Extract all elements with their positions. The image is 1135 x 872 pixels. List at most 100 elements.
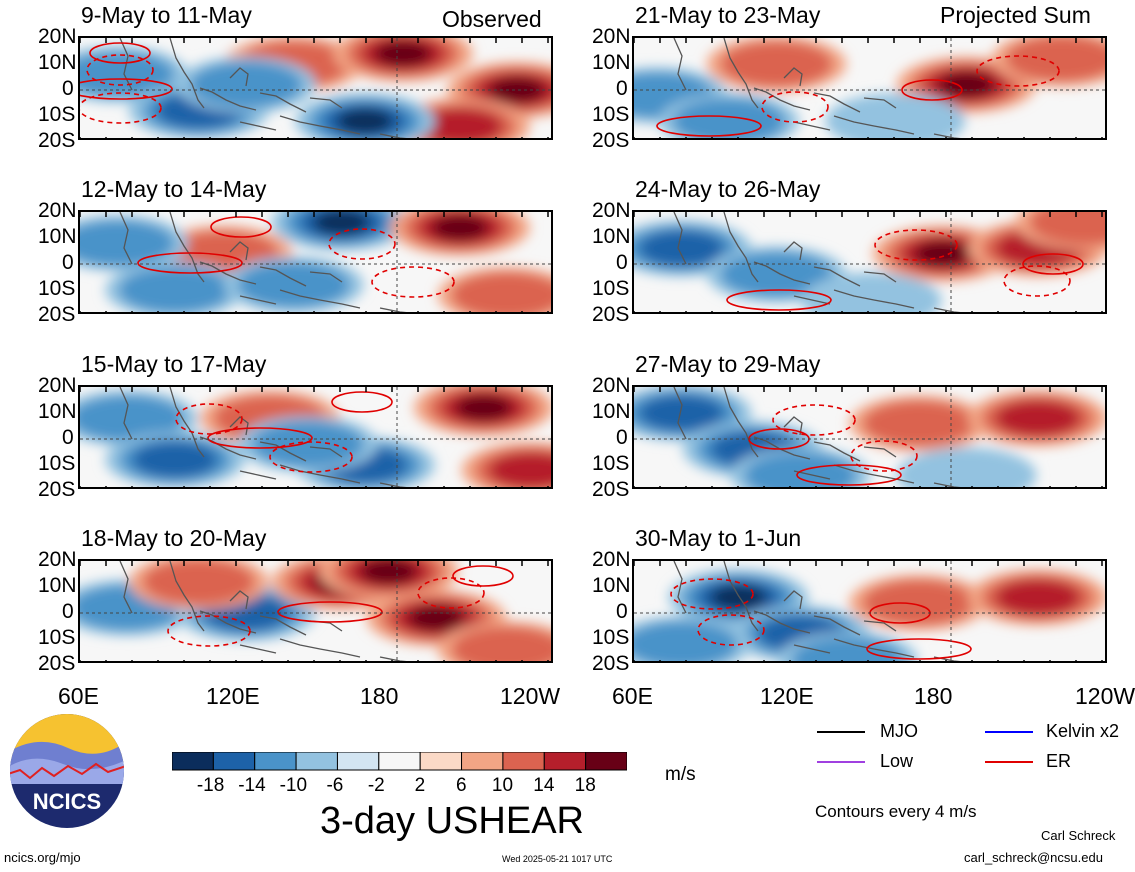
coastline-segment: [259, 266, 307, 287]
lat-label: 20N: [38, 199, 77, 222]
lat-label: 10N: [38, 574, 77, 597]
er-contours: [167, 565, 514, 647]
er-contour: [656, 115, 762, 137]
lat-label: 20N: [38, 548, 77, 571]
colorbar-swatch: [295, 752, 338, 771]
er-contour: [976, 55, 1060, 87]
lat-label: 10N: [592, 51, 631, 74]
coastline-segment: [813, 92, 861, 113]
coastline-segment: [309, 97, 343, 109]
shear-map-panel: [78, 36, 553, 140]
axis-ticks: [634, 561, 1103, 661]
lon-label-60e-right: 60E: [612, 683, 653, 709]
lat-label: 20S: [38, 478, 76, 501]
er-contour: [726, 289, 832, 311]
shading-blob: [720, 41, 833, 87]
map-field: [634, 212, 1105, 312]
colorbar-tick-label: -10: [279, 775, 308, 796]
coastline-segment: [239, 295, 277, 305]
lat-label: 10N: [592, 574, 631, 597]
shading-blob: [995, 579, 1080, 616]
colorbar: [172, 752, 627, 771]
coastline-segment: [119, 561, 133, 614]
colorbar-swatch: [254, 752, 297, 771]
coastline-segment: [279, 115, 361, 135]
shear-map-panel: [632, 210, 1107, 314]
coastline-segment: [723, 38, 759, 109]
panel-title: 18-May to 20-May: [81, 525, 267, 551]
er-contour: [452, 565, 514, 587]
footer-url: ncics.org/mjo: [4, 850, 81, 865]
lat-label: 20N: [592, 548, 631, 571]
lat-label: 10S: [592, 277, 630, 300]
coastline-segment: [863, 97, 897, 109]
coastline-segment: [239, 644, 277, 654]
coastline-segment: [793, 121, 831, 131]
shear-map-panel: [78, 385, 553, 489]
axis-ticks: [80, 212, 549, 312]
panel-title: 27-May to 29-May: [635, 351, 821, 377]
shading-blob: [119, 267, 231, 312]
er-contour: [417, 577, 485, 609]
colorbar-tick-label: 2: [414, 775, 426, 796]
er-contours: [137, 216, 455, 298]
lon-label-180-right: 180: [914, 683, 953, 709]
lat-label: 20N: [592, 374, 631, 397]
er-contour: [210, 216, 272, 238]
map-field: [634, 387, 1105, 487]
ncics-logo: NCICS: [10, 714, 124, 828]
lat-label: 10S: [38, 626, 76, 649]
coastline-segment: [933, 133, 961, 138]
coastline-segment: [863, 620, 897, 632]
coastline-segment: [833, 638, 915, 658]
credit-name: Carl Schreck: [1041, 828, 1116, 843]
axis-ticks: [634, 38, 1103, 138]
lat-label: 10S: [38, 452, 76, 475]
coastline-segment: [169, 212, 205, 283]
shear-map-panel: [632, 559, 1107, 663]
shading-blob: [451, 626, 551, 661]
colorbar-swatch: [585, 752, 627, 771]
shading-blob: [80, 51, 174, 98]
er-contour: [796, 464, 902, 486]
shading-blob: [133, 441, 217, 478]
shading-blob: [489, 77, 545, 103]
colorbar-tick-label: -18: [196, 775, 225, 796]
legend-label-kelvin: Kelvin x2: [1046, 721, 1120, 741]
colorbar-tick-label: 14: [533, 775, 555, 796]
shading-blob: [451, 272, 551, 312]
coastline-segment: [753, 261, 811, 285]
coastline-segment: [239, 470, 277, 480]
axis-ticks: [80, 38, 549, 138]
map-field: [80, 387, 551, 487]
shading-blobs: [80, 561, 551, 661]
colorbar-swatch: [378, 752, 421, 771]
coastline-segment: [723, 387, 759, 458]
shading-blob: [914, 240, 971, 267]
coastline-segment: [933, 482, 961, 487]
panel-title: 21-May to 23-May: [635, 2, 821, 28]
coastline-segment: [833, 115, 915, 135]
main-title: 3-day USHEAR: [320, 800, 584, 842]
er-contours: [656, 55, 1060, 137]
coastline-segment: [833, 289, 915, 309]
lon-label-120e-right: 120E: [760, 683, 814, 709]
lon-label-120e-left: 120E: [206, 683, 260, 709]
timestamp: Wed 2025-05-21 1017 UTC: [502, 854, 613, 864]
lat-label: 0: [62, 251, 74, 274]
coastline-segment: [933, 307, 961, 312]
shading-blobs: [80, 38, 551, 138]
lat-label: 10N: [38, 225, 77, 248]
lat-label: 20N: [38, 374, 77, 397]
coastline-segment: [259, 441, 307, 462]
legend-label-mjo: MJO: [880, 721, 918, 741]
projected-sum-label: Projected Sum: [940, 2, 1091, 28]
colorbar-tick-label: -2: [367, 775, 385, 796]
coastlines: [119, 212, 407, 312]
er-contour: [207, 427, 313, 449]
map-field: [80, 561, 551, 661]
lon-label-120w-right: 120W: [1075, 683, 1135, 709]
er-contour: [80, 78, 173, 100]
er-contour: [277, 601, 383, 623]
coastline-segment: [723, 212, 759, 283]
